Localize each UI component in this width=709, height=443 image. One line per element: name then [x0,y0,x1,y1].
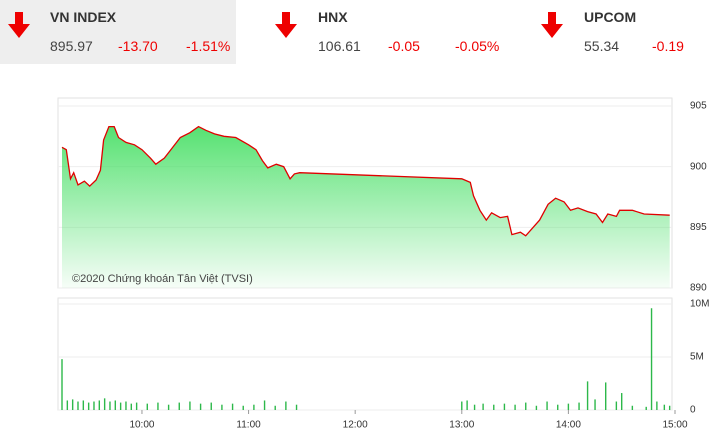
bar [119,402,122,410]
bar [274,405,276,410]
y-tick-label: 890 [690,283,707,294]
bar [109,401,111,410]
bar [663,404,666,410]
bar [98,400,101,410]
bar [620,393,623,410]
index-percent: -0.05% [455,38,500,54]
bar [466,400,468,410]
index-price: 895.97 [50,38,93,54]
bar [461,401,463,410]
index-price: 106.61 [318,38,361,54]
index-price: 55.34 [584,38,620,54]
bar [514,404,516,410]
area [62,126,670,288]
line [61,125,670,237]
index-name: VN INDEX [50,9,117,25]
bar [631,405,634,410]
plot-frame [57,97,673,289]
bar [535,405,538,410]
bar [231,403,234,410]
index-card[interactable]: HNX 106.61 -0.05 -0.05% [237,0,499,64]
index-card[interactable]: UPCOM 55.34 -0.19 [473,0,709,64]
y-tick-label: 905 [690,101,707,112]
bar [93,401,95,410]
index-percent: -1.51% [186,38,231,54]
bar [615,401,618,410]
x-tick-label: 10:00 [129,420,154,431]
bar [645,406,647,410]
y-tick-label: 0 [690,405,696,416]
bar [493,404,495,410]
x-tick-label: 14:00 [556,420,581,431]
bar [567,403,570,410]
bar [557,404,559,410]
x-tick-label: 13:00 [449,420,474,431]
index-name: UPCOM [584,9,637,25]
y-tick-label: 5M [690,352,704,363]
y-tick-label: 895 [690,222,707,233]
bar [594,399,596,410]
bar [578,402,580,410]
bar [130,403,132,410]
x-tick-label: 12:00 [343,420,368,431]
bar [82,400,85,410]
index-name: HNX [318,9,348,25]
bar [668,405,671,410]
bar [157,402,159,410]
x-tick-label: 15:00 [662,420,687,431]
bar [189,401,191,410]
bar [77,401,79,410]
bar [199,403,202,410]
bar [295,404,298,410]
x-tick-label: 11:00 [236,420,261,431]
bar [66,400,69,410]
bar [125,401,127,410]
y-tick-label: 10M [690,299,709,310]
bar [114,400,117,410]
bar [167,404,170,410]
bar [656,401,658,410]
bar [221,404,223,410]
bar [263,400,266,410]
annotation: ©2020 Chứng khoán Tân Việt (TVSI) [72,273,253,285]
bar [71,399,74,410]
bar [242,405,244,410]
bar [546,401,548,410]
down-arrow [541,12,563,38]
index-change: -0.19 [652,38,684,54]
bar [285,401,287,410]
index-change: -13.70 [118,38,158,54]
index-change: -0.05 [388,38,420,54]
y-tick-label: 900 [690,161,707,172]
bar [650,308,653,410]
plot-frame [57,297,673,411]
bar [210,402,212,410]
bar [586,381,589,410]
bar [87,402,90,410]
bar [135,402,138,410]
down-arrow [8,12,30,38]
down-arrow [275,12,297,38]
bar [525,402,527,410]
bar [146,403,148,410]
bar [482,403,484,410]
bar [605,382,607,410]
bar [473,404,476,410]
bar [103,398,106,410]
bar [253,404,255,410]
bar [503,403,506,410]
bar [178,402,180,410]
bar [61,359,63,410]
index-card[interactable]: VN INDEX 895.97 -13.70 -1.51% [0,0,236,64]
